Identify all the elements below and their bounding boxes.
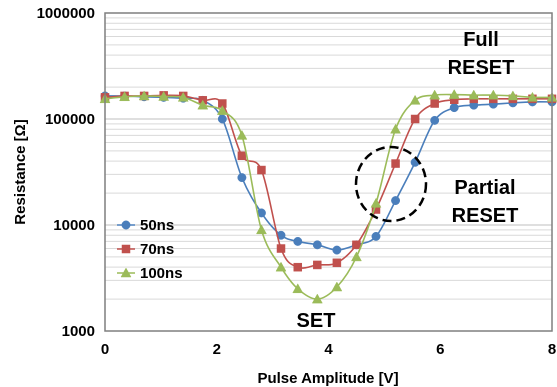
data-point-100ns [448,89,460,99]
data-point-100ns [409,94,421,105]
x-tick-label: 0 [101,341,109,358]
data-point-100ns [429,89,441,100]
data-point-70ns [237,151,247,161]
data-point-100ns [292,283,304,294]
data-point-50ns [312,240,322,250]
legend-entry-100ns: 100ns [117,265,183,282]
data-point-100ns [197,99,209,110]
x-axis-title: Pulse Amplitude [V] [257,370,398,387]
data-point-50ns [217,114,227,124]
legend: 50ns 70ns 100ns [117,217,183,282]
data-point-100ns [527,91,538,102]
y-tick-label: 1000000 [37,5,95,22]
data-point-50ns [293,236,303,246]
x-tick-label: 6 [436,341,444,358]
data-point-100ns [507,90,519,101]
annotation-set: SET [297,310,336,332]
y-tick-label: 10000 [53,217,95,234]
data-point-100ns [487,89,499,100]
legend-label: 50ns [140,217,174,234]
x-tick-label: 2 [213,341,221,358]
y-axis-title: Resistance [Ω] [12,119,29,224]
data-point-100ns [390,123,401,134]
data-point-100ns [468,89,480,100]
data-point-100ns [138,90,150,101]
y-tick-label: 100000 [45,111,95,128]
data-point-70ns [410,114,420,124]
data-point-70ns [276,244,286,253]
legend-swatch-marker [120,267,132,278]
data-point-50ns [430,115,440,125]
partial-reset-highlight-ellipse [354,145,428,223]
legend-entry-50ns: 50ns [117,217,174,234]
data-point-70ns [293,262,303,272]
data-point-100ns [370,197,382,208]
annotation-full-reset-line1: Full [463,29,499,51]
annotation-full-reset: Full RESET [448,29,515,79]
x-tick-label: 4 [324,341,333,358]
legend-label: 100ns [140,265,183,282]
data-point-100ns [311,293,323,304]
legend-entry-70ns: 70ns [117,241,174,258]
data-point-70ns [257,165,266,175]
y-tick-label: 1000 [62,323,95,340]
data-point-100ns [119,91,130,102]
data-point-100ns [158,90,170,101]
legend-label: 70ns [140,241,174,258]
data-point-100ns [216,105,228,115]
data-point-100ns [236,129,248,140]
data-point-100ns [256,224,267,235]
data-point-100ns [331,281,343,292]
data-point-70ns [391,159,400,168]
legend-swatch-marker [121,244,131,254]
annotation-partial-reset-line1: Partial [454,177,515,199]
annotation-partial-reset-line2: RESET [452,205,519,227]
data-point-70ns [352,240,361,250]
data-point-100ns [177,91,189,102]
data-point-50ns [449,103,459,113]
data-point-100ns [351,251,362,262]
plot-frame [104,12,553,332]
data-point-50ns [391,196,400,206]
data-point-100ns [275,261,287,272]
x-tick-label: 8 [548,341,556,358]
data-point-70ns [332,258,342,268]
grid-lines [105,17,552,332]
tick-labels: 0 2 4 6 8 1000 10000 100000 1000000 [37,5,557,358]
data-point-70ns [313,260,322,270]
data-point-50ns [332,245,342,255]
legend-swatch-marker [121,220,131,230]
annotation-full-reset-line2: RESET [448,57,515,79]
data-point-70ns [430,99,439,108]
annotation-partial-reset: Partial RESET [452,177,519,227]
data-point-50ns [371,231,381,241]
data-point-50ns [237,173,247,183]
